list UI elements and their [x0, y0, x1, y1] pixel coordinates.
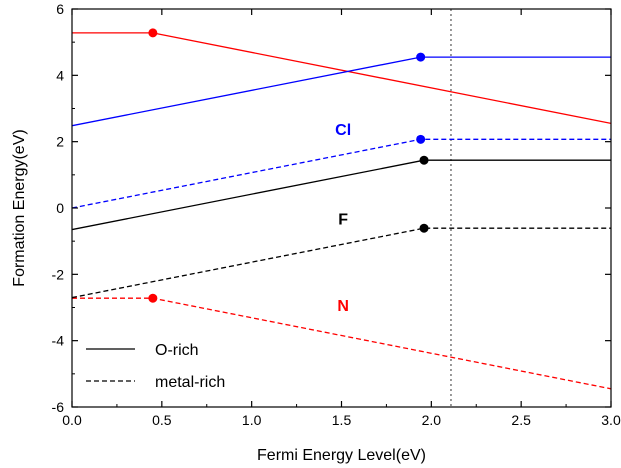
- y-axis-title: Formation Energy(eV): [11, 129, 28, 286]
- legend-label: O-rich: [155, 342, 199, 359]
- series-line-f-metal-rich: [72, 227, 611, 299]
- data-point-f-O-rich: [419, 155, 429, 165]
- y-tick-label: 4: [56, 67, 64, 83]
- data-point-n-metal-rich: [148, 293, 158, 303]
- y-tick-label: -4: [52, 333, 65, 349]
- axes: Fermi Energy Level(eV) Formation Energy(…: [11, 1, 621, 464]
- x-tick-label: 1.0: [242, 412, 262, 428]
- series-label-f: F: [338, 212, 348, 229]
- y-tick-label: -2: [52, 266, 65, 282]
- series-label-cl: Cl: [335, 122, 351, 139]
- plot-frame: [71, 8, 612, 408]
- x-tick-label: 2.0: [422, 412, 442, 428]
- x-tick-label: 0.0: [62, 412, 82, 428]
- y-tick-label: 2: [56, 134, 64, 150]
- data-point-f-metal-rich: [419, 223, 429, 233]
- series-line-cl-O-rich: [72, 56, 611, 127]
- series-line-cl-metal-rich: [72, 138, 611, 209]
- x-tick-label: 2.5: [511, 412, 531, 428]
- data-point-cl-metal-rich: [416, 134, 426, 144]
- legend-label: metal-rich: [155, 374, 225, 391]
- x-axis-title: Fermi Energy Level(eV): [257, 447, 426, 464]
- x-tick-label: 1.5: [332, 412, 352, 428]
- legend: O-rich metal-rich: [86, 342, 225, 391]
- x-tick-label: 3.0: [601, 412, 621, 428]
- data-point-n-O-rich: [148, 28, 158, 38]
- y-tick-label: -6: [52, 399, 65, 415]
- series-label-n: N: [337, 298, 349, 315]
- data-point-cl-O-rich: [416, 52, 426, 62]
- plot-area: Cl F N: [72, 9, 611, 407]
- x-tick-label: 0.5: [152, 412, 172, 428]
- y-tick-label: 0: [56, 200, 64, 216]
- y-tick-label: 6: [56, 1, 64, 17]
